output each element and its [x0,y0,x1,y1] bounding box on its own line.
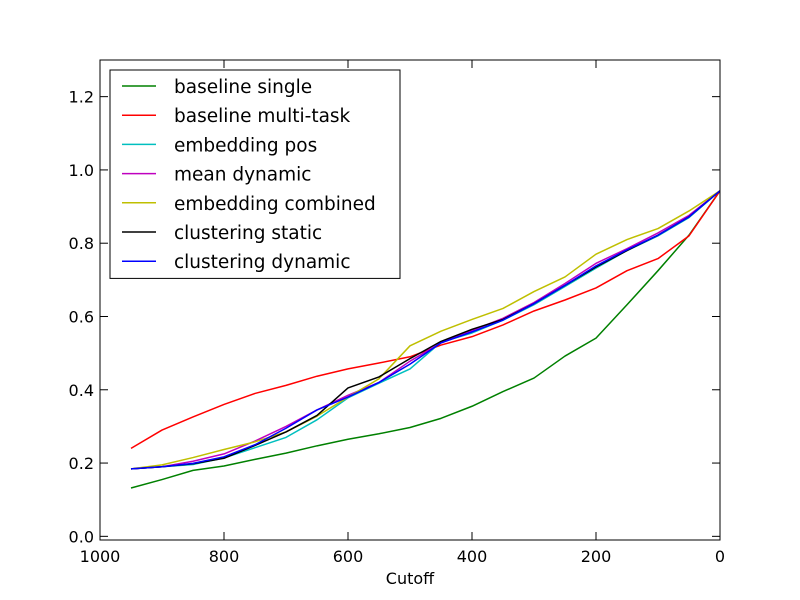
series-line-clustering-dynamic [130,190,720,470]
x-tick-label: 800 [209,547,240,566]
x-tick-label: 1000 [80,547,121,566]
series-group [130,190,720,489]
legend-box [109,69,401,279]
x-tick-label: 200 [581,547,612,566]
x-tick-label: 600 [333,547,364,566]
legend-label-embedding-pos: embedding pos [174,135,317,156]
y-tick-label: 0.4 [69,381,94,400]
y-tick-label: 0.8 [69,234,94,253]
series-line-baseline-single [130,190,720,489]
legend-label-clustering-static: clustering static [174,223,322,244]
legend-label-baseline-multi-task: baseline multi-task [174,106,351,127]
series-line-mean-dynamic [130,190,720,470]
y-tick-label: 0.6 [69,307,94,326]
legend-label-mean-dynamic: mean dynamic [174,165,311,186]
legend-label-embedding-combined: embedding combined [174,194,376,215]
x-tick-label: 0 [715,547,725,566]
series-line-baseline-multi-task [130,190,720,450]
y-tick-label: 1.2 [69,88,94,107]
legend-label-clustering-dynamic: clustering dynamic [174,252,351,273]
legend-label-baseline-single: baseline single [174,77,312,98]
y-tick-label: 0.2 [69,454,94,473]
x-axis-label: Cutoff [386,569,435,588]
axes-frame [99,59,721,541]
y-tick-label: 1.0 [69,161,94,180]
series-line-embedding-combined [130,190,720,470]
y-tick-label: 0.0 [69,527,94,546]
x-tick-label: 400 [457,547,488,566]
